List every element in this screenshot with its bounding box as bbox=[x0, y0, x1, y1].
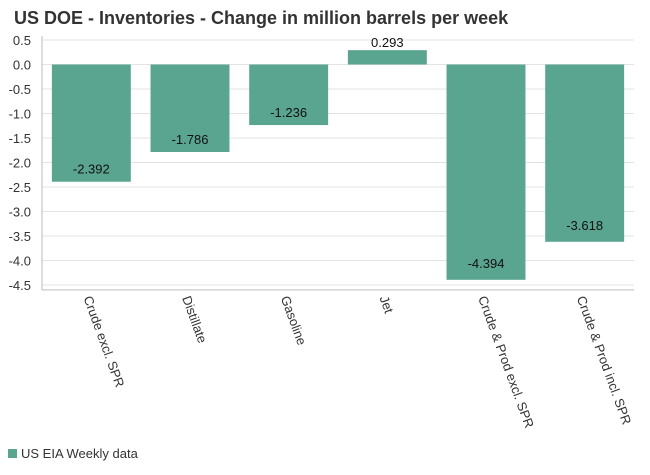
legend-swatch bbox=[8, 449, 17, 458]
bar bbox=[446, 64, 526, 280]
y-tick-label: -0.5 bbox=[9, 82, 31, 97]
axes bbox=[41, 36, 634, 291]
y-tick-label: 0.5 bbox=[13, 33, 31, 48]
y-tick-label: -3.5 bbox=[9, 229, 31, 244]
bars bbox=[51, 50, 625, 280]
bar bbox=[150, 64, 230, 153]
x-tick-label: Crude & Prod excl. SPR bbox=[475, 294, 537, 430]
y-tick-label: -2.0 bbox=[9, 156, 31, 171]
data-label: -1.236 bbox=[270, 105, 307, 120]
data-label: 0.293 bbox=[371, 35, 404, 50]
y-tick-label: -1.5 bbox=[9, 131, 31, 146]
x-tick-label: Distillate bbox=[179, 294, 210, 345]
data-label: -4.394 bbox=[468, 256, 505, 271]
gridlines bbox=[42, 39, 634, 286]
y-tick-label: -3.0 bbox=[9, 205, 31, 220]
data-label: -3.618 bbox=[566, 218, 603, 233]
y-tick-labels: 0.5 0.0 -0.5 -1.0 -1.5 -2.0 -2.5 -3.0 -3.5 -4.0 -4… bbox=[9, 33, 31, 293]
bar bbox=[51, 64, 131, 182]
x-tick-labels: Crude excl. SPR Distillate Gasoline Jet Crud… bbox=[81, 294, 635, 430]
y-tick-label: -4.5 bbox=[9, 278, 31, 293]
y-tick-label: -4.0 bbox=[9, 254, 31, 269]
y-tick-label: -2.5 bbox=[9, 180, 31, 195]
x-tick-label: Crude & Prod incl. SPR bbox=[574, 294, 635, 427]
data-label: -2.392 bbox=[73, 162, 110, 177]
data-label: -1.786 bbox=[172, 132, 209, 147]
y-tick-label: -1.0 bbox=[9, 107, 31, 122]
chart-title: US DOE - Inventories - Change in million… bbox=[14, 8, 509, 28]
bar bbox=[249, 64, 329, 126]
y-tick-label: 0.0 bbox=[13, 58, 31, 73]
bar bbox=[347, 50, 427, 65]
legend-label: US EIA Weekly data bbox=[21, 446, 138, 461]
legend[interactable]: US EIA Weekly data bbox=[8, 446, 138, 461]
x-tick-label: Crude excl. SPR bbox=[81, 294, 128, 389]
x-tick-label: Gasoline bbox=[278, 294, 310, 347]
bar bbox=[545, 64, 625, 242]
x-tick-label: Jet bbox=[377, 294, 397, 316]
data-labels: -2.392 -1.786 -1.236 0.293 -4.394 -3.618 bbox=[73, 35, 603, 271]
